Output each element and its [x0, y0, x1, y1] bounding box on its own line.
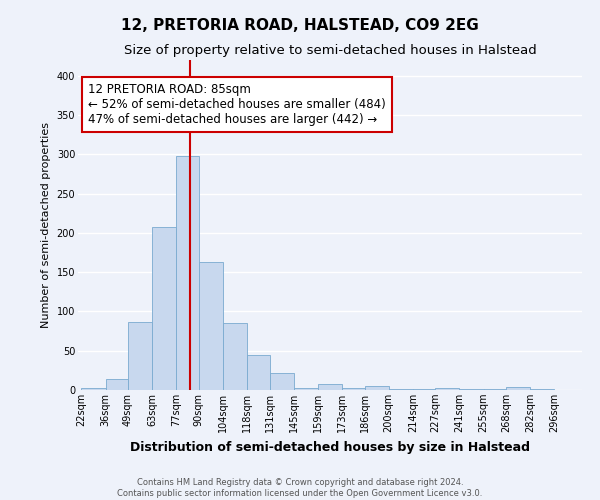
Bar: [247, 354, 269, 390]
Text: Contains HM Land Registry data © Crown copyright and database right 2024.
Contai: Contains HM Land Registry data © Crown c…: [118, 478, 482, 498]
Bar: [435, 388, 460, 390]
Bar: [294, 388, 318, 390]
Bar: [365, 386, 389, 390]
Bar: [389, 389, 413, 390]
Bar: [199, 262, 223, 390]
Y-axis label: Number of semi-detached properties: Number of semi-detached properties: [41, 122, 51, 328]
Bar: [460, 389, 484, 390]
Bar: [128, 322, 152, 390]
Bar: [223, 323, 247, 390]
Title: Size of property relative to semi-detached houses in Halstead: Size of property relative to semi-detach…: [124, 44, 536, 58]
Bar: [318, 384, 342, 390]
Bar: [342, 388, 365, 390]
Bar: [506, 387, 530, 390]
Bar: [269, 372, 294, 390]
Bar: [530, 389, 554, 390]
Bar: [106, 379, 128, 390]
Bar: [484, 389, 506, 390]
Bar: [413, 389, 435, 390]
Text: 12, PRETORIA ROAD, HALSTEAD, CO9 2EG: 12, PRETORIA ROAD, HALSTEAD, CO9 2EG: [121, 18, 479, 32]
Bar: [176, 156, 199, 390]
Bar: [82, 388, 106, 390]
Bar: [152, 226, 176, 390]
Text: 12 PRETORIA ROAD: 85sqm
← 52% of semi-detached houses are smaller (484)
47% of s: 12 PRETORIA ROAD: 85sqm ← 52% of semi-de…: [88, 83, 386, 126]
X-axis label: Distribution of semi-detached houses by size in Halstead: Distribution of semi-detached houses by …: [130, 440, 530, 454]
